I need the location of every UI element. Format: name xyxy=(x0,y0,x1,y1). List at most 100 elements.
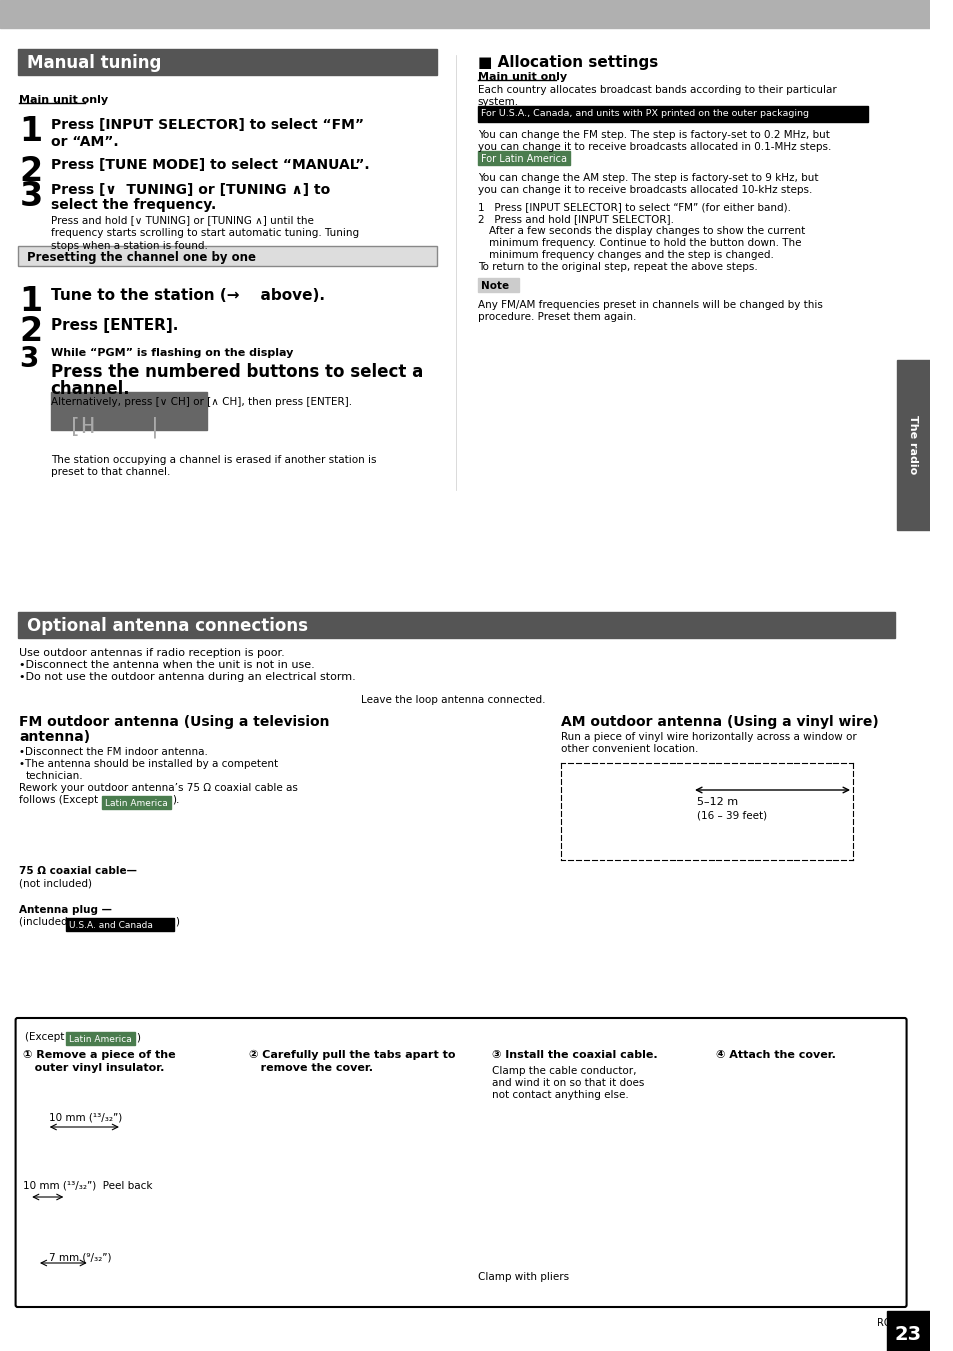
Text: procedure. Preset them again.: procedure. Preset them again. xyxy=(477,312,636,322)
Text: Alternatively, press [∨ CH] or [∧ CH], then press [ENTER].: Alternatively, press [∨ CH] or [∧ CH], t… xyxy=(51,397,352,407)
Text: You can change the AM step. The step is factory-set to 9 kHz, but: You can change the AM step. The step is … xyxy=(477,173,818,182)
Text: 10 mm (¹³/₃₂”): 10 mm (¹³/₃₂”) xyxy=(49,1112,122,1121)
Text: Press [INPUT SELECTOR] to select “FM”: Press [INPUT SELECTOR] to select “FM” xyxy=(51,118,363,132)
Text: frequency starts scrolling to start automatic tuning. Tuning: frequency starts scrolling to start auto… xyxy=(51,228,358,238)
Text: For Latin America: For Latin America xyxy=(480,154,566,163)
Text: system.: system. xyxy=(477,97,518,107)
Text: you can change it to receive broadcasts allocated in 0.1-MHz steps.: you can change it to receive broadcasts … xyxy=(477,142,830,153)
Text: follows (Except: follows (Except xyxy=(19,794,102,805)
Text: channel.: channel. xyxy=(51,380,131,399)
Text: Rework your outdoor antenna’s 75 Ω coaxial cable as: Rework your outdoor antenna’s 75 Ω coaxi… xyxy=(19,784,298,793)
Text: Any FM/AM frequencies preset in channels will be changed by this: Any FM/AM frequencies preset in channels… xyxy=(477,300,821,309)
Text: Clamp the cable conductor,: Clamp the cable conductor, xyxy=(492,1066,636,1075)
Text: •Disconnect the FM indoor antenna.: •Disconnect the FM indoor antenna. xyxy=(19,747,208,757)
Text: Latin America: Latin America xyxy=(105,798,168,808)
Bar xyxy=(102,796,171,809)
Bar xyxy=(896,359,929,530)
Text: ② Carefully pull the tabs apart to: ② Carefully pull the tabs apart to xyxy=(249,1050,455,1061)
Text: remove the cover.: remove the cover. xyxy=(249,1063,373,1073)
Text: Main unit only: Main unit only xyxy=(19,95,109,105)
Text: ).: ). xyxy=(172,794,180,805)
Text: 5–12 m: 5–12 m xyxy=(697,797,738,807)
Bar xyxy=(17,246,436,266)
Text: ): ) xyxy=(175,917,179,927)
Bar xyxy=(0,0,929,28)
Bar xyxy=(477,278,518,292)
Text: After a few seconds the display changes to show the current: After a few seconds the display changes … xyxy=(489,226,804,236)
Text: 2: 2 xyxy=(19,315,43,349)
Text: or “AM”.: or “AM”. xyxy=(51,135,118,149)
Text: 75 Ω coaxial cable—: 75 Ω coaxial cable— xyxy=(19,866,137,875)
Text: 23: 23 xyxy=(894,1325,922,1344)
Text: ■ Allocation settings: ■ Allocation settings xyxy=(477,55,658,70)
Text: Tune to the station (→    above).: Tune to the station (→ above). xyxy=(51,288,324,303)
Text: •The antenna should be installed by a competent: •The antenna should be installed by a co… xyxy=(19,759,278,769)
Text: antenna): antenna) xyxy=(19,730,91,744)
Bar xyxy=(886,1310,929,1351)
Text: (not included): (not included) xyxy=(19,878,92,888)
Text: not contact anything else.: not contact anything else. xyxy=(492,1090,628,1100)
Text: Presetting the channel one by one: Presetting the channel one by one xyxy=(28,251,256,265)
Text: technician.: technician. xyxy=(26,771,83,781)
Text: While “PGM” is flashing on the display: While “PGM” is flashing on the display xyxy=(51,349,293,358)
Text: ): ) xyxy=(136,1032,140,1042)
Bar xyxy=(477,151,570,165)
Text: U.S.A. and Canada: U.S.A. and Canada xyxy=(70,920,152,929)
Text: ③ Install the coaxial cable.: ③ Install the coaxial cable. xyxy=(492,1050,658,1061)
Text: •Disconnect the antenna when the unit is not in use.: •Disconnect the antenna when the unit is… xyxy=(19,661,314,670)
Text: •Do not use the outdoor antenna during an electrical storm.: •Do not use the outdoor antenna during a… xyxy=(19,671,355,682)
Text: Clamp with pliers: Clamp with pliers xyxy=(477,1273,568,1282)
Text: Press and hold [∨ TUNING] or [TUNING ∧] until the: Press and hold [∨ TUNING] or [TUNING ∧] … xyxy=(51,215,314,226)
Text: FM outdoor antenna (Using a television: FM outdoor antenna (Using a television xyxy=(19,715,330,730)
Text: 7 mm (⁹/₃₂”): 7 mm (⁹/₃₂”) xyxy=(49,1252,112,1262)
Bar xyxy=(17,49,436,76)
Text: Press [TUNE MODE] to select “MANUAL”.: Press [TUNE MODE] to select “MANUAL”. xyxy=(51,158,369,172)
Text: select the frequency.: select the frequency. xyxy=(51,199,215,212)
Text: preset to that channel.: preset to that channel. xyxy=(51,467,170,477)
Text: Press the numbered buttons to select a: Press the numbered buttons to select a xyxy=(51,363,422,381)
Text: 3: 3 xyxy=(19,345,39,373)
Text: you can change it to receive broadcasts allocated 10-kHz steps.: you can change it to receive broadcasts … xyxy=(477,185,811,195)
Text: outer vinyl insulator.: outer vinyl insulator. xyxy=(24,1063,165,1073)
Text: and wind it on so that it does: and wind it on so that it does xyxy=(492,1078,644,1088)
Text: other convenient location.: other convenient location. xyxy=(560,744,698,754)
Text: 2   Press and hold [INPUT SELECTOR].: 2 Press and hold [INPUT SELECTOR]. xyxy=(477,213,673,224)
Text: minimum frequency. Continue to hold the button down. The: minimum frequency. Continue to hold the … xyxy=(489,238,801,249)
Text: Leave the loop antenna connected.: Leave the loop antenna connected. xyxy=(360,694,544,705)
Text: To return to the original step, repeat the above steps.: To return to the original step, repeat t… xyxy=(477,262,757,272)
Text: Latin America: Latin America xyxy=(70,1035,132,1043)
Text: Note: Note xyxy=(480,281,508,290)
Text: ④ Attach the cover.: ④ Attach the cover. xyxy=(716,1050,836,1061)
Bar xyxy=(51,392,207,430)
Text: (16 – 39 feet): (16 – 39 feet) xyxy=(697,811,766,820)
Text: Each country allocates broadcast bands according to their particular: Each country allocates broadcast bands a… xyxy=(477,85,836,95)
Text: RQT7433: RQT7433 xyxy=(877,1319,922,1328)
Text: (Except: (Except xyxy=(26,1032,68,1042)
Bar xyxy=(66,917,173,931)
Text: Optional antenna connections: Optional antenna connections xyxy=(28,617,308,635)
Text: Run a piece of vinyl wire horizontally across a window or: Run a piece of vinyl wire horizontally a… xyxy=(560,732,856,742)
Text: 1: 1 xyxy=(19,115,43,149)
Text: Press [∨  TUNING] or [TUNING ∧] to: Press [∨ TUNING] or [TUNING ∧] to xyxy=(51,182,330,197)
Text: (included: (included xyxy=(19,917,71,927)
Bar xyxy=(477,105,866,122)
Text: 1: 1 xyxy=(19,285,43,317)
Text: The radio: The radio xyxy=(907,415,918,474)
Text: 2: 2 xyxy=(19,155,43,188)
Text: 10 mm (¹³/₃₂”)  Peel back: 10 mm (¹³/₃₂”) Peel back xyxy=(24,1179,152,1190)
Text: ① Remove a piece of the: ① Remove a piece of the xyxy=(24,1050,176,1061)
Text: Press [ENTER].: Press [ENTER]. xyxy=(51,317,178,332)
Bar xyxy=(17,612,894,638)
Bar xyxy=(66,1032,134,1046)
Text: For U.S.A., Canada, and units with PX printed on the outer packaging: For U.S.A., Canada, and units with PX pr… xyxy=(480,109,808,119)
Text: Main unit only: Main unit only xyxy=(477,72,566,82)
Text: [H    |: [H | xyxy=(69,416,162,438)
Text: stops when a station is found.: stops when a station is found. xyxy=(51,240,208,251)
Text: 3: 3 xyxy=(19,180,43,213)
FancyBboxPatch shape xyxy=(15,1019,905,1306)
Text: Manual tuning: Manual tuning xyxy=(28,54,161,72)
Text: The station occupying a channel is erased if another station is: The station occupying a channel is erase… xyxy=(51,455,375,465)
Text: minimum frequency changes and the step is changed.: minimum frequency changes and the step i… xyxy=(489,250,774,259)
Text: Antenna plug —: Antenna plug — xyxy=(19,905,112,915)
Text: Use outdoor antennas if radio reception is poor.: Use outdoor antennas if radio reception … xyxy=(19,648,285,658)
